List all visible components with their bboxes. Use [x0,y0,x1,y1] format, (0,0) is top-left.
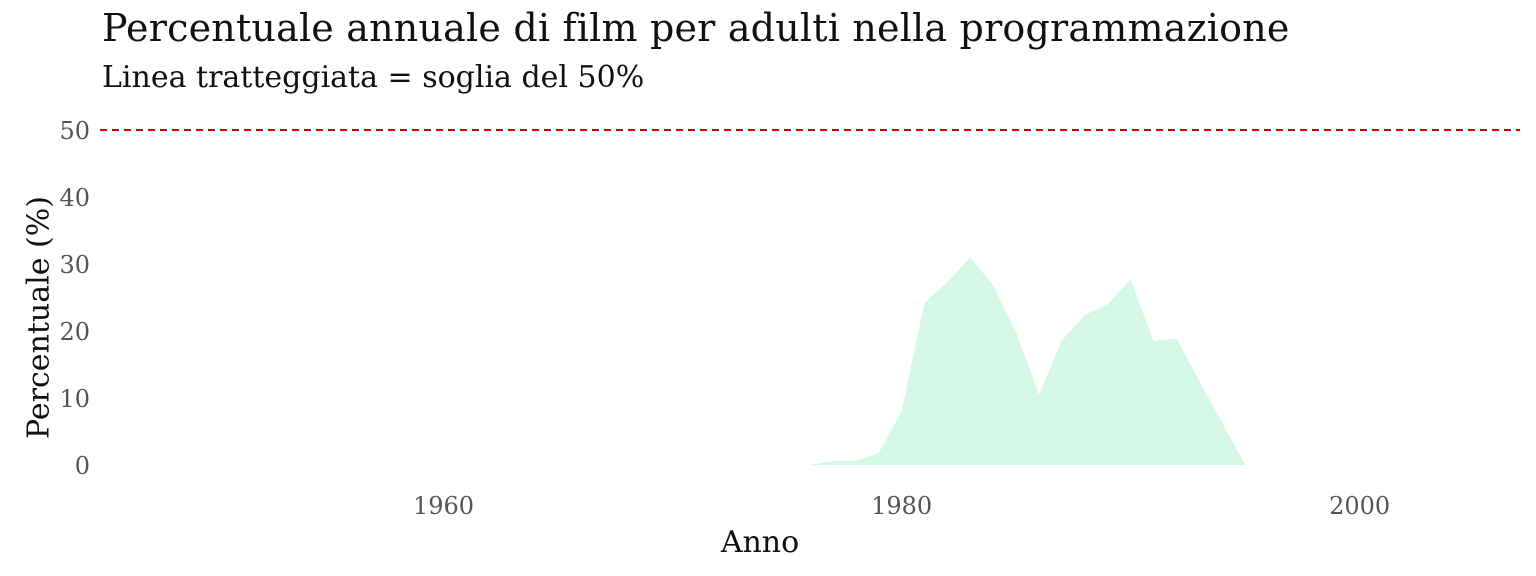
x-tick-label: 1960 [413,492,474,520]
y-tick-label: 40 [59,184,90,212]
x-tick-label: 1980 [871,492,932,520]
y-tick-label: 30 [59,251,90,279]
y-tick-label: 10 [59,385,90,413]
y-axis-title: Percentuale (%) [22,196,57,439]
area-series [810,257,1246,465]
x-axis-ticks: 1960 1980 2000 [413,492,1390,520]
chart-subtitle: Linea tratteggiata = soglia del 50% [102,60,645,95]
y-tick-label: 50 [59,117,90,145]
x-tick-label: 2000 [1329,492,1390,520]
y-axis-ticks: 0 10 20 30 40 50 [59,117,90,480]
x-axis-title: Anno [720,525,799,560]
chart-title: Percentuale annuale di film per adulti n… [102,6,1290,50]
y-tick-label: 0 [75,452,90,480]
y-tick-label: 20 [59,318,90,346]
area-series-fill [810,257,1246,465]
